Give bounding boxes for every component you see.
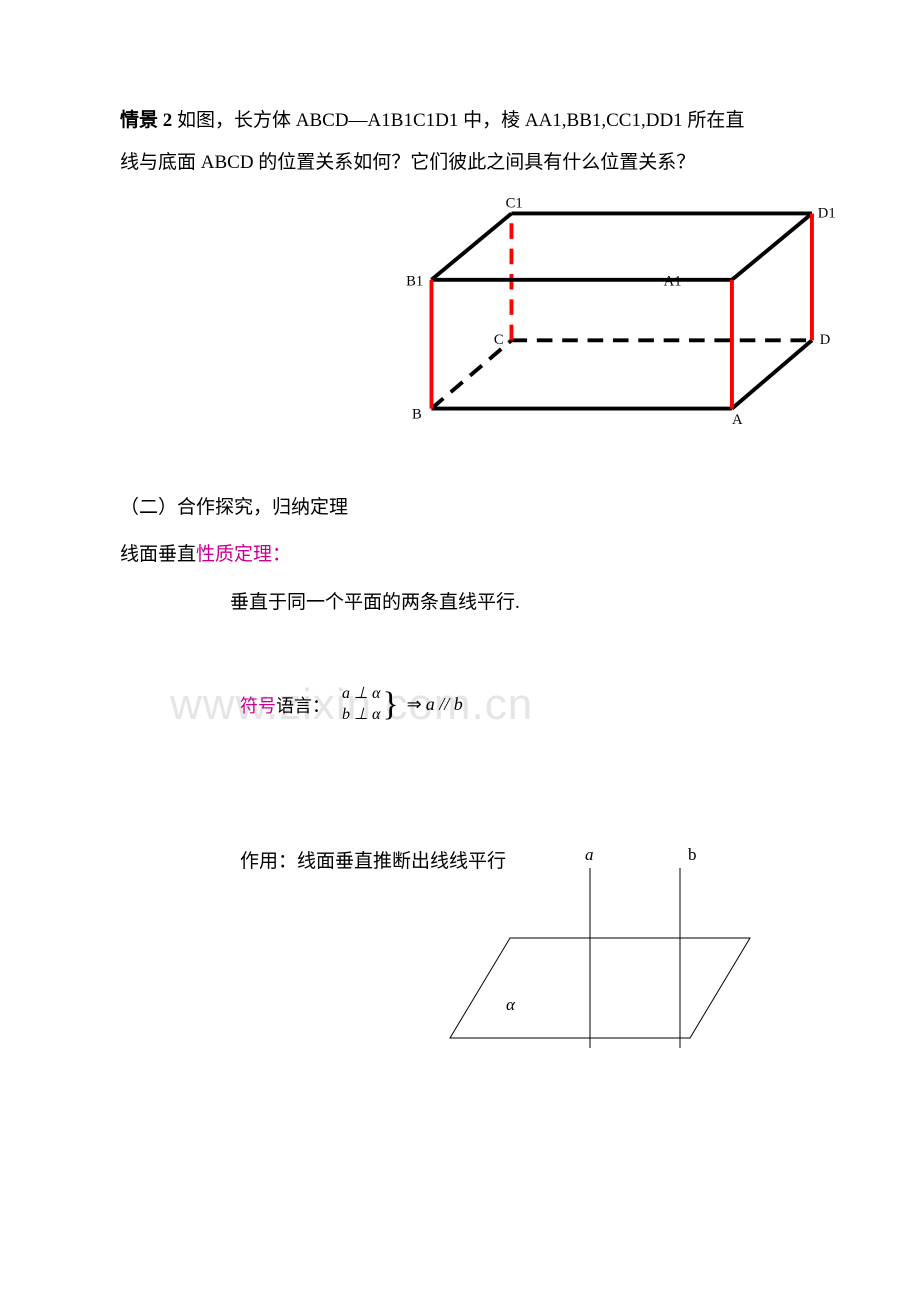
scene2-line1: 如图，长方体 ABCD—A1B1C1D1 中，棱 AA1,BB1,CC1,DD1… [172,110,744,131]
section2-heading: （二）合作探究，归纳定理 [120,487,810,529]
theorem-label-line: 线面垂直性质定理： [120,534,810,576]
formula-prefix-magenta: 符号 [240,696,276,716]
svg-text:A1: A1 [664,273,682,289]
formula-prefix-black: 语言： [276,696,330,716]
formula-row: 符号语言： a ⊥ α b ⊥ α } ⇒ a // b [240,684,810,726]
svg-text:a: a [585,848,594,864]
formula-row1: a ⊥ α [342,684,380,705]
scene2-line2: 线与底面 ABCD 的位置关系如何？它们彼此之间具有什么位置关系？ [120,142,810,184]
svg-text:b: b [688,848,697,864]
svg-text:A: A [732,412,743,428]
formula-label: 符号语言： [240,692,330,718]
plane-svg: a b α [430,848,770,1068]
svg-text:C1: C1 [506,195,523,211]
right-brace-icon: } [382,688,398,722]
theorem-prefix: 线面垂直 [120,544,196,565]
formula-row2: b ⊥ α [342,705,380,726]
svg-text:C: C [494,332,504,348]
svg-text:D1: D1 [818,205,836,221]
plane-diagram: a b α [430,848,770,1073]
cuboid-diagram: C1 D1 B1 A1 C D B A [380,192,840,437]
scene2-paragraph: 情景 2 如图，长方体 ABCD—A1B1C1D1 中，棱 AA1,BB1,CC… [120,100,810,142]
svg-text:B1: B1 [406,273,423,289]
svg-text:D: D [820,332,831,348]
formula-expression: a ⊥ α b ⊥ α } ⇒ a // b [342,684,463,726]
scene2-label: 情景 2 [120,110,172,131]
implies-symbol: ⇒ [407,694,422,715]
cuboid-svg: C1 D1 B1 A1 C D B A [380,192,840,432]
theorem-statement: 垂直于同一个平面的两条直线平行. [230,582,810,624]
formula-result: a // b [426,694,463,715]
theorem-magenta: 性质定理： [196,544,291,565]
svg-text:B: B [412,406,422,422]
svg-text:α: α [506,995,516,1014]
